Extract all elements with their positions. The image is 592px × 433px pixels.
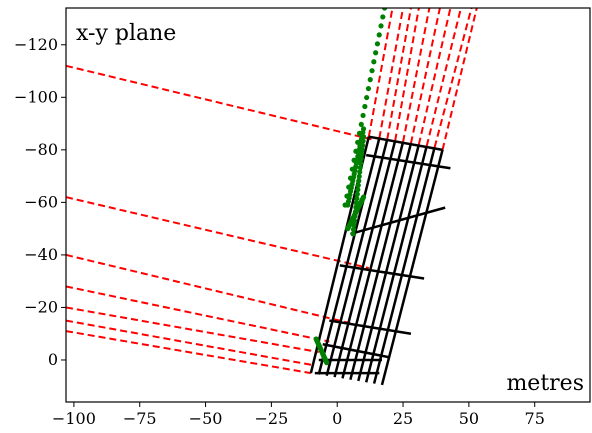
green-point [376, 32, 382, 38]
grid-column-4 [341, 141, 405, 379]
y-tick-label: −80 [24, 140, 58, 159]
grid-row-3 [329, 319, 412, 335]
plot-layer [66, 8, 478, 386]
green-point [355, 182, 361, 188]
y-tick-label: −120 [14, 35, 58, 54]
green-point [365, 85, 372, 92]
red-dashed-ray-up-8 [433, 8, 473, 148]
grid-row-6 [365, 153, 451, 170]
red-dashed-ray-left-3 [66, 285, 330, 343]
green-point [360, 134, 367, 140]
green-point [352, 213, 358, 219]
green-point [380, 14, 386, 20]
x-tick-label: 0 [332, 409, 342, 428]
green-point [358, 156, 364, 162]
green-point [364, 94, 370, 101]
y-tick-label: −100 [14, 87, 58, 106]
green-point [355, 187, 361, 193]
green-point [362, 103, 368, 110]
green-point [367, 77, 373, 83]
red-dashed-ray-up-7 [425, 8, 462, 147]
grid-column-1 [317, 137, 381, 375]
axes-layer: −100 −75 −50 −25 0 25 50 75 0 −20 −40 −60 −80 −100 −12… [14, 7, 591, 428]
red-dashed-ray-up-6 [417, 8, 452, 145]
x-tick-label: −25 [255, 409, 289, 428]
green-point [350, 231, 356, 237]
x-tick-label: 25 [393, 409, 413, 428]
y-tick-label: −20 [24, 297, 58, 316]
red-dashed-ray-left-4 [66, 306, 319, 354]
x-tick-label: −75 [123, 409, 157, 428]
red-dashed-ray-up-5 [409, 8, 441, 144]
red-dashed-ray-up-2 [386, 8, 412, 140]
green-point [360, 126, 367, 132]
green-point [352, 209, 359, 215]
green-point [358, 160, 364, 166]
red-dashed-ray-left-6 [66, 330, 312, 375]
green-point [371, 59, 377, 65]
green-point [369, 68, 375, 74]
green-point [358, 121, 364, 128]
green-point [378, 23, 384, 29]
green-point [351, 222, 357, 228]
grid-column-6 [357, 144, 421, 382]
green-point [357, 169, 363, 175]
green-point [382, 8, 388, 11]
green-point [350, 226, 357, 233]
grid-row-5 [350, 206, 446, 236]
plane-annotation: x-y plane [76, 21, 176, 46]
green-point [356, 178, 362, 184]
green-point [359, 151, 365, 157]
units-annotation: metres [506, 371, 584, 396]
red-dashed-ray-left-5 [66, 319, 314, 367]
green-point [359, 147, 365, 153]
red-dashed-ray-left-0 [66, 64, 372, 141]
x-tick-label: 50 [459, 409, 479, 428]
green-point [351, 218, 358, 224]
green-point [324, 360, 330, 366]
x-tick-label: −50 [189, 409, 223, 428]
grid-column-3 [333, 140, 397, 378]
red-dashed-ray-up-3 [394, 8, 420, 141]
green-point [356, 173, 362, 180]
y-tick-label: 0 [48, 350, 58, 369]
y-tick-label: −60 [24, 192, 58, 211]
red-dashed-ray-up-9 [441, 8, 478, 151]
grid-column-5 [349, 142, 413, 380]
green-point [354, 195, 360, 202]
grid-row-4 [339, 264, 425, 280]
green-point [357, 165, 363, 171]
red-dashed-ray-up-4 [402, 8, 431, 143]
green-point [374, 41, 381, 47]
red-dashed-ray-left-2 [66, 253, 351, 325]
green-point [359, 142, 366, 149]
green-point [360, 194, 367, 200]
red-dashed-ray-left-1 [66, 196, 370, 270]
red-dashed-ray-up-1 [378, 8, 405, 139]
green-point [373, 50, 379, 56]
grid-row-7 [368, 135, 443, 152]
green-point [353, 200, 359, 206]
grid-column-9 [380, 149, 444, 386]
green-point [353, 204, 359, 210]
x-tick-label: −100 [52, 409, 96, 428]
green-point [354, 191, 360, 197]
grid-column-8 [372, 146, 436, 384]
y-tick-label: −40 [24, 245, 58, 264]
green-point [360, 138, 366, 144]
grid-column-7 [364, 145, 428, 383]
green-point [360, 112, 366, 119]
grid-column-2 [325, 139, 389, 377]
x-tick-label: 75 [525, 409, 545, 428]
plot-frame [65, 7, 591, 403]
grid-row-2 [322, 342, 391, 359]
